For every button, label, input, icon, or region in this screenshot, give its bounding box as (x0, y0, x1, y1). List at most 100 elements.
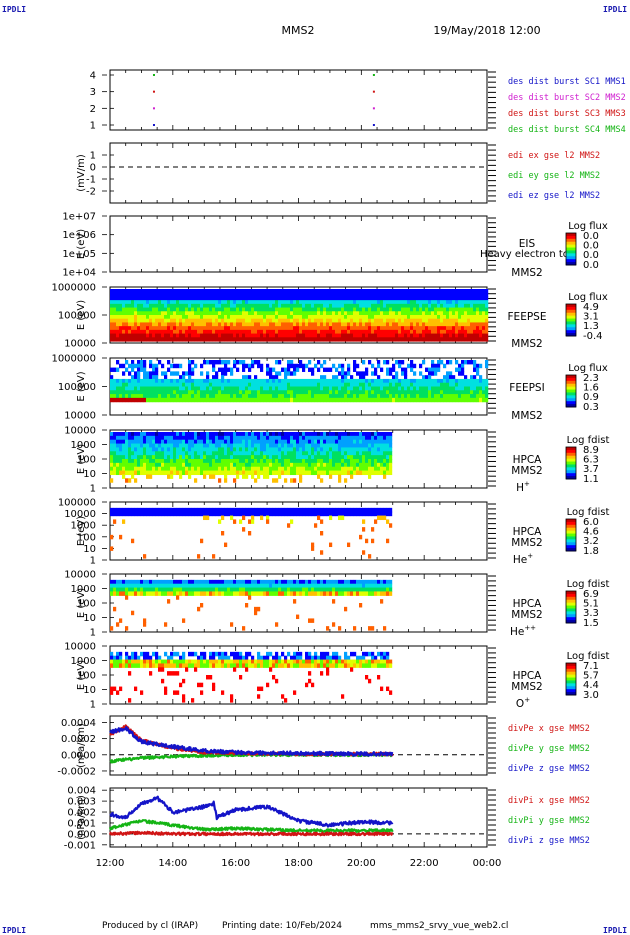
spectrogram-cell (422, 296, 425, 300)
spectrogram-cell (317, 379, 320, 383)
spectrogram-cell (239, 319, 242, 323)
spectrogram-cell (245, 289, 248, 293)
spectrogram-cell (416, 296, 419, 300)
spectrogram-cell (407, 311, 410, 315)
spectrogram-cell (416, 293, 419, 297)
spectrogram-cell (110, 311, 113, 315)
spectrogram-cell (377, 289, 380, 293)
spectrogram-cell (326, 326, 329, 330)
spectrogram-cell (365, 289, 368, 293)
spectrogram-cell (482, 398, 485, 402)
spectrogram-cell (332, 364, 335, 368)
spectrogram-cell (236, 463, 239, 467)
spectrogram-cell (386, 296, 389, 300)
spectrogram-cell (374, 444, 377, 448)
spectrogram-cell (224, 308, 227, 312)
spectrogram-cell (368, 471, 371, 475)
colorbar-swatch (566, 313, 576, 316)
spectrogram-cell (401, 293, 404, 297)
spacecraft-label: MMS2 (511, 267, 542, 279)
spectrogram-cell (311, 436, 314, 440)
spectrogram-cell (332, 444, 335, 448)
spectrogram-cell (389, 447, 392, 451)
spectrogram-cell (356, 444, 359, 448)
spectrogram-cell (161, 455, 164, 459)
spectrogram-cell (467, 394, 470, 398)
spectrogram-cell (242, 455, 245, 459)
spectrogram-cell (434, 304, 437, 308)
spectrogram-cell (452, 379, 455, 383)
spectrogram-cell (317, 296, 320, 300)
spectrogram-cell (125, 304, 128, 308)
x-tick-label: 12:00 (96, 858, 125, 869)
spectrogram-cell (164, 459, 167, 463)
spectrogram-cell (122, 296, 125, 300)
spectrogram-cell (155, 330, 158, 334)
spectrogram-cell (161, 512, 164, 516)
spectrogram-cell (473, 383, 476, 387)
spectrogram-cell (209, 360, 212, 364)
spectrogram-cell (179, 463, 182, 467)
spectrogram-cell (191, 379, 194, 383)
spectrogram-cell (323, 440, 326, 444)
spectrogram-cell (335, 293, 338, 297)
spectrogram-cell (200, 296, 203, 300)
spectrogram-cell (368, 383, 371, 387)
spectrogram-cell (281, 304, 284, 308)
spectrogram-cell (149, 467, 152, 471)
spectrogram-cell (419, 315, 422, 319)
burst-marker (373, 91, 375, 93)
spectrogram-cell (167, 387, 170, 391)
spectrogram-cell (227, 319, 230, 323)
spectrogram-cell (386, 304, 389, 308)
spectrogram-cell (161, 308, 164, 312)
spectrogram-cell (254, 326, 257, 330)
spectrogram-cell (242, 330, 245, 334)
spectrogram-cell (131, 463, 134, 467)
spectrogram-cell (311, 337, 314, 341)
spectrogram-cell (455, 360, 458, 364)
spectrogram-cell (377, 383, 380, 387)
spectrogram-cell (395, 296, 398, 300)
spectrogram-cell (260, 451, 263, 455)
spectrogram-cell (275, 296, 278, 300)
spectrogram-cell (422, 375, 425, 379)
spectrogram-cell (332, 390, 335, 394)
spectrogram-cell (143, 622, 146, 626)
spectrogram-cell (128, 364, 131, 368)
spectrogram-cell (194, 432, 197, 436)
spectrogram-cell (179, 394, 182, 398)
spectrogram-cell (440, 379, 443, 383)
spectrogram-cell (383, 440, 386, 444)
spectrogram-cell (338, 334, 341, 338)
spectrogram-cell (230, 383, 233, 387)
spectrogram-cell (425, 308, 428, 312)
spectrogram-cell (185, 467, 188, 471)
spectrogram-cell (317, 387, 320, 391)
spectrogram-cell (161, 447, 164, 451)
spectrogram-cell (269, 289, 272, 293)
spectrogram-cell (362, 296, 365, 300)
spectrogram-cell (161, 304, 164, 308)
spectrogram-cell (470, 398, 473, 402)
spectrogram-cell (410, 337, 413, 341)
spectrogram-cell (236, 508, 239, 512)
spectrogram-cell (344, 330, 347, 334)
spectrogram-cell (335, 330, 338, 334)
spectrogram-cell (296, 440, 299, 444)
spectrogram-cell (485, 304, 488, 308)
spectrogram-cell (413, 322, 416, 326)
spectrogram-cell (362, 471, 365, 475)
colorbar-swatch (566, 310, 576, 313)
spectrogram-cell (299, 364, 302, 368)
spectrogram-cell (455, 368, 458, 372)
spectrogram-cell (122, 474, 125, 478)
spectrogram-cell (323, 300, 326, 304)
spectrogram-cell (443, 337, 446, 341)
spectrogram-cell (299, 383, 302, 387)
spectrogram-cell (404, 394, 407, 398)
spectrogram-cell (389, 463, 392, 467)
